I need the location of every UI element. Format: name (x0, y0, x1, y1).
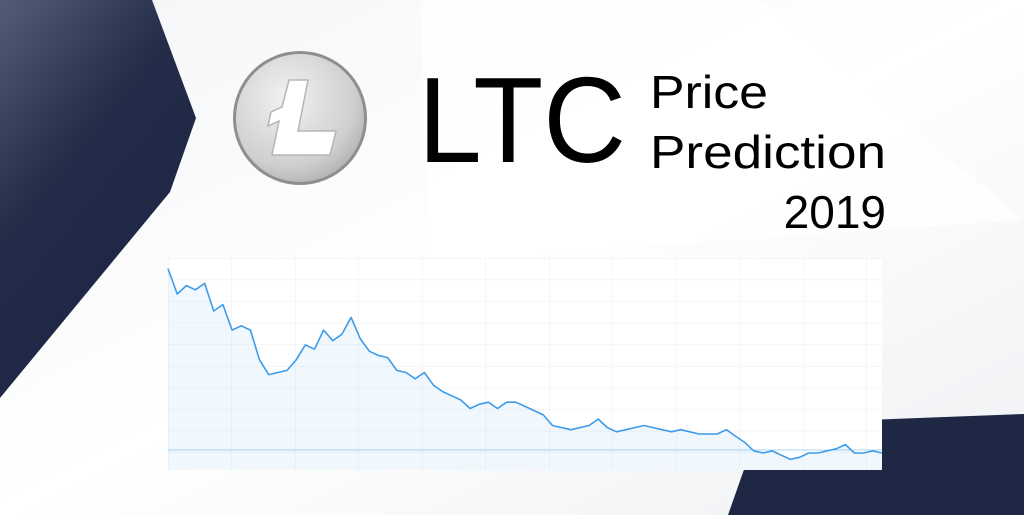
title: LTC (418, 52, 626, 188)
chart (167, 258, 883, 470)
light-shape (420, 0, 1024, 260)
subtitle-line: Prediction (650, 126, 886, 178)
subtitle-line: 2019 (784, 186, 886, 238)
subtitle-line: Price (650, 66, 768, 118)
navy-shape-left (0, 0, 196, 398)
ltc-logo (233, 51, 367, 185)
area (168, 268, 882, 470)
price-line (167, 268, 883, 461)
grid (168, 258, 882, 470)
